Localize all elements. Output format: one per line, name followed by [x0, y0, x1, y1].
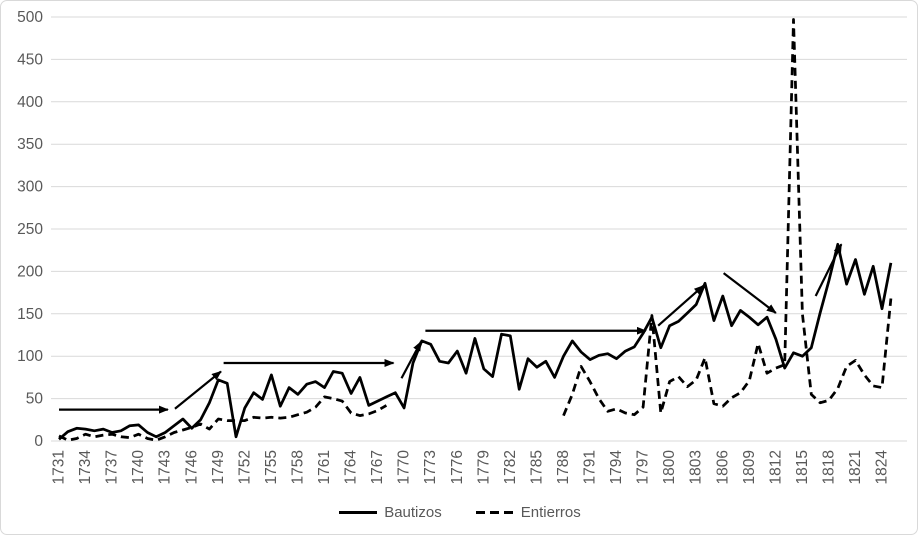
- svg-text:1752: 1752: [236, 450, 253, 484]
- svg-text:1764: 1764: [343, 450, 360, 485]
- y-axis-labels: 0 50 100 150 200 250 300 350 400 450 500: [17, 9, 43, 450]
- legend-label-entierros: Entierros: [520, 503, 581, 521]
- trend-arrow: [657, 284, 705, 327]
- svg-text:500: 500: [17, 9, 43, 26]
- svg-text:1776: 1776: [449, 450, 466, 484]
- svg-text:50: 50: [26, 391, 44, 408]
- svg-text:1773: 1773: [422, 450, 439, 484]
- trend-arrow: [174, 370, 222, 410]
- svg-text:1779: 1779: [475, 450, 492, 484]
- legend-item-entierros: Entierros: [475, 503, 581, 521]
- svg-text:1734: 1734: [77, 450, 94, 485]
- svg-text:450: 450: [17, 51, 43, 68]
- svg-text:1797: 1797: [635, 450, 652, 484]
- svg-text:1794: 1794: [608, 450, 625, 485]
- svg-text:1803: 1803: [688, 450, 705, 484]
- svg-text:1740: 1740: [130, 450, 147, 485]
- trend-arrow: [722, 272, 777, 314]
- gridlines: [51, 16, 907, 442]
- trend-arrows: [59, 243, 843, 414]
- series-entierros-line: [58, 18, 893, 442]
- svg-text:200: 200: [17, 263, 43, 280]
- svg-text:300: 300: [17, 179, 43, 196]
- svg-text:1737: 1737: [104, 450, 121, 484]
- svg-text:1770: 1770: [396, 450, 413, 485]
- legend-label-bautizos: Bautizos: [384, 503, 442, 521]
- svg-text:1782: 1782: [502, 450, 519, 484]
- legend-item-bautizos: Bautizos: [339, 504, 442, 521]
- svg-text:1809: 1809: [741, 450, 758, 484]
- svg-text:1791: 1791: [582, 450, 599, 484]
- entierros-line-sample-icon: [475, 510, 514, 514]
- svg-text:1818: 1818: [820, 450, 837, 484]
- svg-text:1758: 1758: [289, 450, 306, 484]
- svg-text:1749: 1749: [210, 450, 227, 484]
- svg-text:1800: 1800: [661, 450, 678, 485]
- svg-text:250: 250: [17, 221, 43, 238]
- svg-text:0: 0: [34, 433, 43, 450]
- svg-text:1806: 1806: [714, 450, 731, 484]
- svg-text:1821: 1821: [847, 450, 864, 484]
- svg-text:1755: 1755: [263, 450, 280, 484]
- trend-arrow: [814, 243, 843, 297]
- bautizos-line-sample-icon: [339, 510, 378, 514]
- svg-text:150: 150: [17, 306, 43, 323]
- chart-legend: Bautizos Entierros: [1, 500, 917, 524]
- x-axis-labels: 1731 1734 1737 1740 1743 1746 1749 1752 1755 1758…: [51, 450, 891, 485]
- svg-text:1761: 1761: [316, 450, 333, 484]
- svg-text:400: 400: [17, 94, 43, 111]
- svg-text:1767: 1767: [369, 450, 386, 484]
- series-bautizos-line: [58, 242, 893, 441]
- svg-text:1785: 1785: [528, 450, 545, 484]
- svg-text:1812: 1812: [767, 450, 784, 484]
- svg-text:100: 100: [17, 348, 43, 365]
- svg-text:350: 350: [17, 136, 43, 153]
- svg-text:1815: 1815: [794, 450, 811, 484]
- svg-text:1788: 1788: [555, 450, 572, 484]
- svg-text:1731: 1731: [51, 450, 68, 484]
- svg-text:1743: 1743: [157, 450, 174, 484]
- trend-arrow: [400, 340, 422, 379]
- svg-text:1746: 1746: [183, 450, 200, 484]
- svg-text:1824: 1824: [874, 450, 891, 485]
